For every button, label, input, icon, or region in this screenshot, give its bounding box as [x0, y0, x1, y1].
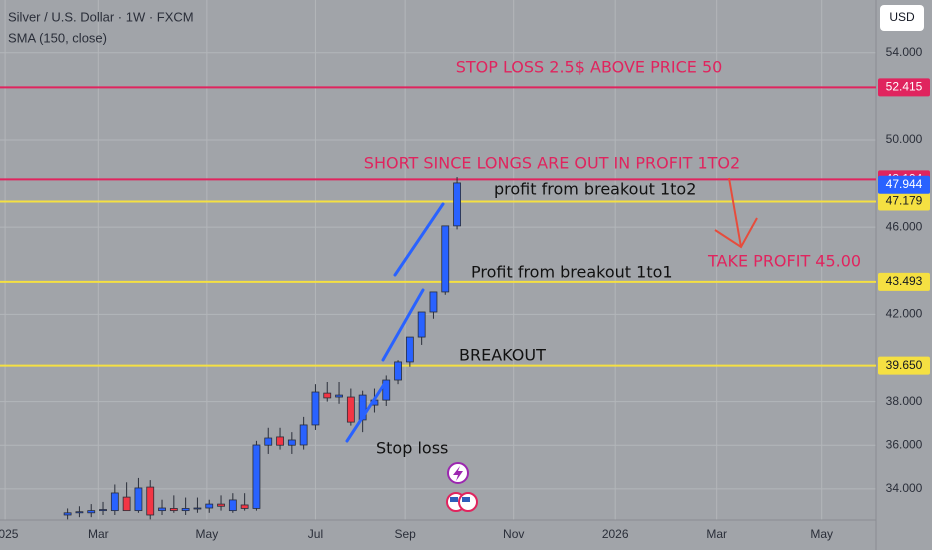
chart-title: Silver / U.S. Dollar · 1W · FXCM [8, 9, 194, 24]
annotation: SHORT SINCE LONGS ARE OUT IN PROFIT 1TO2 [364, 154, 740, 173]
candle-body [287, 439, 296, 446]
candle-body [193, 507, 202, 510]
candle-body [217, 503, 225, 507]
candle-body [346, 396, 355, 423]
event-icons [446, 462, 478, 512]
candle-body [358, 394, 367, 421]
price-label: 52.415 [886, 79, 923, 93]
currency[interactable]: USD [889, 10, 915, 24]
trend-line [393, 202, 445, 277]
candles [63, 177, 461, 520]
annotation: BREAKOUT [459, 346, 546, 365]
candle-body [382, 379, 391, 401]
candle-body [134, 487, 143, 512]
candle-body [228, 499, 237, 512]
x-tick-label: Sep [394, 527, 416, 541]
arrow-head [714, 217, 758, 249]
candle-body [299, 424, 308, 446]
candle-body [110, 492, 119, 512]
currency-button[interactable] [880, 5, 924, 31]
annotation: Profit from breakout 1to1 [471, 263, 673, 282]
chart-subtitle: SMA (150, close) [8, 30, 107, 45]
candle-body [311, 391, 320, 426]
annotation: profit from breakout 1to2 [494, 180, 696, 199]
candle-body [169, 508, 178, 512]
trend-line [345, 381, 387, 443]
price-label-box [878, 356, 930, 375]
candle-body [205, 503, 214, 509]
candle-body [146, 486, 155, 516]
annotation: TAKE PROFIT 45.00 [707, 252, 861, 271]
arrow-shaft [728, 177, 742, 248]
price-label: 47.179 [886, 194, 923, 208]
candle-body [335, 394, 343, 398]
x-tick-label: Nov [503, 527, 524, 541]
price-label: 43.493 [886, 274, 923, 288]
lightning [453, 466, 463, 481]
candle-body [323, 392, 332, 399]
trend-line [381, 288, 425, 362]
candle-body [264, 437, 273, 446]
y-tick-label: 36.000 [886, 437, 923, 451]
drawings [345, 202, 445, 443]
candle-body [87, 510, 96, 514]
price-label-box [878, 192, 930, 211]
x-tick-label: Mar [88, 527, 109, 541]
x-tick-label: May [196, 527, 219, 541]
x-tick-label: May [810, 527, 833, 541]
price-label-box [878, 78, 930, 97]
price-label: 39.650 [886, 358, 923, 372]
x-tick-label: Mar [706, 527, 727, 541]
flag [450, 497, 458, 502]
candle-body [181, 508, 190, 512]
annotation: Stop loss [376, 439, 448, 458]
y-tick-label: 38.000 [886, 394, 923, 408]
candle-body [405, 336, 414, 363]
y-tick-label: 54.000 [886, 45, 923, 59]
price-label: 47.944 [886, 177, 923, 191]
candle-body [99, 509, 107, 512]
y-tick-label: 50.000 [886, 132, 923, 146]
candle-body [252, 444, 261, 509]
x-tick-label: 2025 [0, 527, 19, 541]
y-tick-label: 46.000 [886, 219, 923, 233]
y-tick-label: 34.000 [886, 481, 923, 495]
flag [462, 497, 470, 502]
y-tick-label: 42.000 [886, 307, 923, 321]
price-label-box [878, 272, 930, 291]
candle-body [240, 504, 249, 509]
price-label-box [878, 175, 930, 194]
candle-body [276, 436, 284, 446]
candle-body [122, 496, 131, 512]
arrow [714, 177, 758, 249]
candle-body [394, 361, 402, 381]
candle-body [441, 225, 450, 293]
x-tick-label: 2026 [602, 527, 629, 541]
candle-body [417, 311, 426, 338]
candle-body [63, 512, 72, 516]
annotation: STOP LOSS 2.5$ ABOVE PRICE 50 [456, 58, 723, 77]
axes: 54.000 50.000 46.000 42.000 38.000 36.000 34.0… [0, 45, 930, 541]
candle-body [75, 511, 84, 514]
candle-body [429, 291, 438, 313]
x-tick-label: Jul [308, 527, 323, 541]
candle-body [158, 507, 166, 512]
candle-body [453, 182, 461, 227]
